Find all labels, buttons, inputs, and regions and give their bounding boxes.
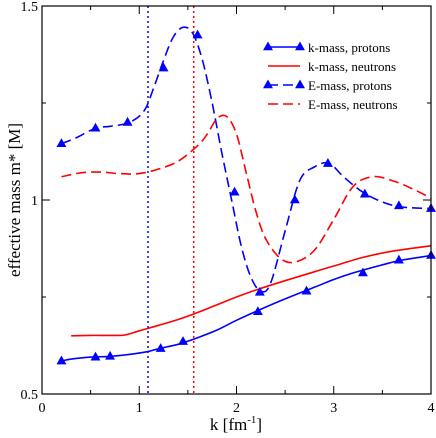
series-3-point — [254, 286, 265, 296]
series-1-point — [357, 267, 368, 277]
series-3-point — [229, 186, 240, 196]
x-axis-label: k [fm-1] — [210, 414, 262, 434]
series-3-point — [322, 158, 333, 167]
y-tick-label: 0.5 — [21, 388, 39, 403]
series-1-point — [155, 343, 166, 352]
series-1-point — [178, 336, 188, 345]
y-axis-label: effective mass m* [M] — [5, 123, 24, 277]
x-tick-label: 4 — [428, 401, 435, 416]
series-1-point — [105, 350, 116, 360]
legend: k-mass, protons k-mass, neutrons E-mass, p… — [263, 40, 398, 112]
legend-marker — [295, 79, 305, 89]
series-1-point — [301, 285, 312, 295]
series-line-3 — [61, 26, 431, 293]
legend-label: k-mass, neutrons — [308, 59, 396, 74]
series-3-point — [289, 194, 300, 204]
series-3-point — [122, 116, 133, 126]
series-1-point — [393, 254, 404, 264]
y-tick-label: 1.5 — [21, 0, 39, 15]
series-3-point — [56, 138, 67, 148]
series-3-point — [192, 29, 203, 39]
series-3-point — [158, 62, 169, 72]
series-3-point — [90, 122, 101, 132]
legend-label: k-mass, protons — [308, 40, 390, 55]
series-line-1 — [61, 254, 431, 362]
x-tick-label: 0 — [39, 401, 46, 416]
series-1-point — [252, 306, 263, 316]
x-tick-label: 3 — [330, 401, 337, 416]
series-3-point — [393, 200, 404, 210]
series-3-point — [359, 188, 370, 198]
legend-label: E-mass, protons — [308, 78, 392, 93]
y-tick-label: 1 — [31, 194, 38, 209]
legend-label: E-mass, neutrons — [308, 97, 398, 112]
series-line-4 — [61, 114, 431, 264]
legend-marker — [263, 41, 273, 51]
legend-marker — [295, 41, 305, 51]
series-1-point — [90, 351, 101, 361]
x-tick-label: 2 — [233, 401, 240, 416]
series-line-2 — [71, 245, 431, 337]
x-tick-label: 1 — [136, 401, 143, 416]
legend-marker — [263, 79, 273, 89]
series-1-point — [56, 355, 67, 365]
